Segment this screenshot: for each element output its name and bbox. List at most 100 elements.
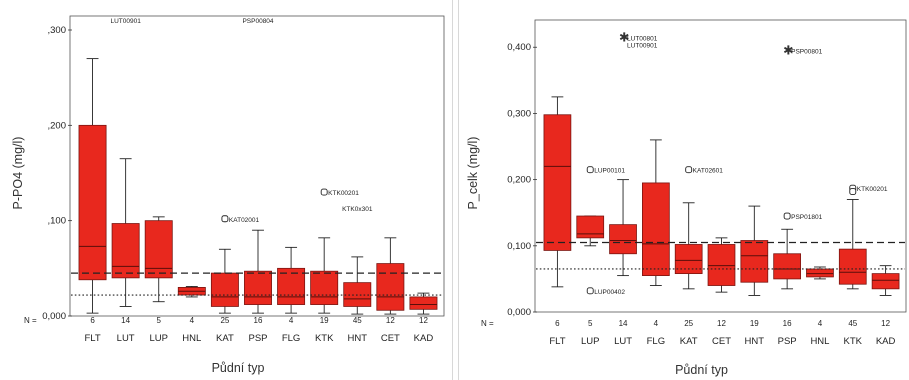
y-tick-label: ,100 bbox=[48, 216, 67, 227]
x-tick-label-hnt: HNT bbox=[348, 333, 368, 344]
x-tick-label-flt: FLT bbox=[84, 333, 100, 344]
n-count-psp: 16 bbox=[254, 316, 263, 325]
x-axis-label: Půdní typ bbox=[675, 363, 728, 377]
x-tick-label-psp: PSP bbox=[778, 336, 797, 347]
box-lup bbox=[576, 215, 605, 239]
outlier-circle bbox=[586, 287, 594, 295]
box-ktk bbox=[838, 248, 867, 285]
n-count-lup: 5 bbox=[588, 319, 593, 328]
outlier-label: PSP00801 bbox=[791, 49, 822, 56]
n-count-flg: 4 bbox=[289, 316, 294, 325]
outlier-label: LUT00901 bbox=[627, 43, 658, 50]
chart-panel-p-celk: 0,000 0,100 0,200 0,300 0,400 P_celk (mg/l) LU… bbox=[458, 0, 909, 380]
offscale-label: LUT00901 bbox=[110, 18, 141, 25]
box-cet bbox=[707, 244, 736, 286]
boxplot-p-celk: 0,000 0,100 0,200 0,300 0,400 P_celk (mg/l) LU… bbox=[466, 19, 907, 377]
outlier-star: ✱ bbox=[619, 30, 630, 44]
x-tick-label-lut: LUT bbox=[614, 336, 632, 347]
n-count-lup: 5 bbox=[157, 316, 162, 325]
n-count-ktk: 45 bbox=[848, 319, 857, 328]
outlier-label: LUP00101 bbox=[594, 168, 625, 175]
x-tick-label-hnt: HNT bbox=[745, 336, 765, 347]
outlier-circle bbox=[586, 166, 594, 174]
outlier-label: PSP01801 bbox=[791, 214, 822, 221]
box-flt bbox=[543, 114, 572, 251]
chart-panel-p-po4: 0,000 ,100 ,200 ,300 P-PO4 (mg/l) KAT02001 KTK… bbox=[0, 0, 453, 380]
n-count-cet: 12 bbox=[717, 319, 726, 328]
outlier-label: LUT00801 bbox=[627, 35, 658, 42]
y-tick-label: ,300 bbox=[48, 25, 67, 36]
x-tick-label-ktk: KTK bbox=[844, 336, 863, 347]
outlier-circle bbox=[783, 212, 791, 220]
x-tick-label-kat: KAT bbox=[680, 336, 698, 347]
plot-frame bbox=[534, 19, 907, 313]
x-tick-label-hnl: HNL bbox=[810, 336, 829, 347]
box-lut bbox=[111, 223, 140, 279]
y-tick-label: ,200 bbox=[48, 120, 67, 131]
n-count-flt: 6 bbox=[90, 316, 95, 325]
plot-frame bbox=[69, 15, 445, 317]
outlier-label: LUP00402 bbox=[594, 289, 625, 296]
n-count-flg: 4 bbox=[654, 319, 659, 328]
x-tick-label-flg: FLG bbox=[282, 333, 300, 344]
n-count-kad: 12 bbox=[419, 316, 428, 325]
outlier-circle bbox=[221, 215, 229, 223]
box-flt bbox=[78, 124, 107, 281]
box-lup bbox=[144, 220, 173, 279]
box-flg bbox=[277, 267, 306, 305]
n-count-hnt: 19 bbox=[750, 319, 759, 328]
x-tick-label-kad: KAD bbox=[876, 336, 896, 347]
y-tick-label: 0,000 bbox=[507, 307, 531, 318]
y-tick-label: 0,000 bbox=[42, 311, 66, 322]
outlier-label: KTK00201 bbox=[857, 186, 888, 193]
boxplot-p-po4: 0,000 ,100 ,200 ,300 P-PO4 (mg/l) KAT02001 KTK… bbox=[11, 15, 445, 375]
outlier-label: KAT02001 bbox=[229, 217, 260, 224]
n-prefix-label: N = bbox=[24, 316, 37, 325]
box-lut bbox=[609, 224, 637, 255]
n-count-hnl: 4 bbox=[818, 319, 823, 328]
box-psp bbox=[773, 253, 801, 280]
n-count-kat: 25 bbox=[220, 316, 229, 325]
n-count-cet: 12 bbox=[386, 316, 395, 325]
y-tick-label: 0,300 bbox=[507, 108, 531, 119]
x-tick-label-lup: LUP bbox=[581, 336, 599, 347]
x-tick-label-lup: LUP bbox=[149, 333, 167, 344]
n-count-kat: 25 bbox=[684, 319, 693, 328]
offscale-label: PSP00804 bbox=[242, 18, 273, 25]
box-kat bbox=[210, 272, 239, 307]
n-prefix-label: N = bbox=[481, 319, 494, 328]
n-count-hnl: 4 bbox=[190, 316, 195, 325]
n-count-psp: 16 bbox=[783, 319, 792, 328]
outlier-star: ✱ bbox=[783, 44, 794, 58]
x-tick-label-kat: KAT bbox=[216, 333, 234, 344]
y-axis-label: P-PO4 (mg/l) bbox=[11, 137, 25, 210]
x-tick-label-cet: CET bbox=[712, 336, 731, 347]
x-axis-label: Půdní typ bbox=[212, 361, 265, 375]
box-flg bbox=[642, 182, 670, 276]
y-tick-label: 0,200 bbox=[507, 175, 531, 186]
n-count-ktk: 19 bbox=[320, 316, 329, 325]
y-tick-label: 0,100 bbox=[507, 241, 531, 252]
box-cet bbox=[376, 263, 405, 311]
outlier-circle bbox=[320, 188, 328, 196]
n-count-hnt: 45 bbox=[353, 316, 362, 325]
box-kad bbox=[871, 273, 900, 290]
x-tick-label-psp: PSP bbox=[248, 333, 267, 344]
x-tick-label-flg: FLG bbox=[647, 336, 665, 347]
x-tick-label-cet: CET bbox=[381, 333, 400, 344]
y-axis-label: P_celk (mg/l) bbox=[466, 137, 480, 210]
outlier-label: KAT02601 bbox=[693, 168, 724, 175]
x-tick-label-hnl: HNL bbox=[182, 333, 201, 344]
n-count-flt: 6 bbox=[555, 319, 560, 328]
n-count-lut: 14 bbox=[619, 319, 628, 328]
x-tick-label-kad: KAD bbox=[414, 333, 434, 344]
y-tick-label: 0,400 bbox=[507, 42, 531, 53]
x-tick-label-flt: FLT bbox=[549, 336, 565, 347]
x-tick-label-ktk: KTK bbox=[315, 333, 334, 344]
box-hnt bbox=[740, 240, 769, 283]
box-kad bbox=[409, 296, 438, 310]
box-psp bbox=[244, 270, 272, 305]
box-hnl bbox=[806, 268, 834, 278]
outlier-label: KTK00201 bbox=[328, 190, 359, 197]
